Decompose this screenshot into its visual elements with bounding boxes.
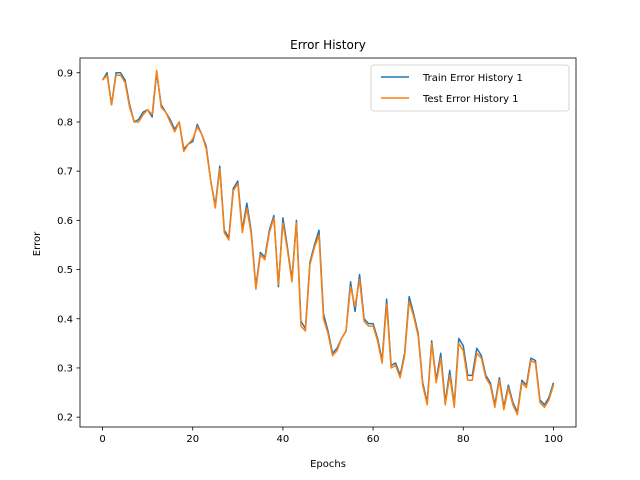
chart-title: Error History (290, 38, 366, 52)
x-tick-label: 60 (367, 434, 380, 445)
plot-area (101, 69, 555, 416)
legend: Train Error History 1 Test Error History … (370, 64, 570, 112)
legend-entry-label: Test Error History 1 (422, 94, 519, 105)
x-tick-label: 0 (99, 434, 105, 445)
x-tick-label: 80 (457, 434, 470, 445)
x-axis-label: Epochs (310, 459, 346, 470)
y-tick-label: 0.5 (57, 265, 73, 276)
y-axis-label: Error (32, 231, 43, 256)
y-tick-label: 0.9 (57, 68, 73, 79)
legend-entry-label: Train Error History 1 (422, 73, 523, 84)
y-tick-label: 0.8 (57, 117, 73, 128)
legend-box (370, 64, 570, 112)
axes: 0 20 40 60 80 100 0.2 0.3 0.4 0.5 0.6 0.7 0.8 0.9 (57, 57, 577, 445)
x-tick-label: 40 (277, 434, 290, 445)
y-tick-label: 0.4 (57, 314, 73, 325)
x-tick-label: 20 (186, 434, 199, 445)
y-tick-label: 0.2 (57, 413, 73, 424)
y-tick-label: 0.7 (57, 167, 73, 178)
series-line-test (101, 69, 555, 416)
y-tick-label: 0.3 (57, 363, 73, 374)
plot-frame (79, 57, 577, 428)
y-tick-label: 0.6 (57, 216, 73, 227)
x-tick-label: 100 (544, 434, 563, 445)
